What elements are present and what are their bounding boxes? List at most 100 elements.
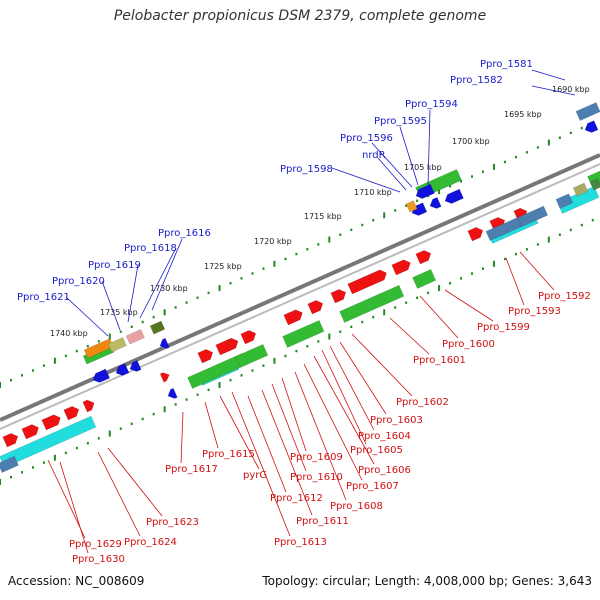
steelblue-gene-block (517, 205, 548, 227)
gene-label-lower: Ppro_1613 (274, 537, 327, 548)
leader-line (127, 264, 139, 323)
leader-line (371, 142, 413, 188)
leader-line (331, 167, 401, 193)
kbp-label: 1710 kbp (354, 188, 392, 197)
kbp-label: 1725 kbp (204, 262, 242, 271)
gene-label-lower: Ppro_1612 (270, 493, 323, 504)
leader-line (419, 295, 459, 339)
forward-gene-arrow (21, 424, 39, 440)
leader-line (231, 391, 291, 537)
gene-label-lower: Ppro_1629 (69, 539, 122, 550)
forward-gene-arrow (63, 406, 80, 421)
leader-line (294, 371, 347, 501)
leader-line (531, 85, 576, 96)
leader-line (151, 238, 183, 311)
leader-line (339, 341, 387, 415)
leader-line (321, 349, 367, 445)
leader-line (329, 345, 375, 431)
topology-text: Topology: circular; Length: 4,008,000 bp… (262, 574, 592, 588)
reverse-gene-arrow (92, 368, 110, 383)
gene-label-upper: Ppro_1621 (17, 292, 70, 303)
gene-label-upper: Ppro_1596 (340, 133, 393, 144)
steelblue-gene-block (0, 455, 19, 473)
gene-label-lower: Ppro_1601 (413, 355, 466, 366)
forward-gene-arrow (307, 300, 324, 315)
kbp-label: 1705 kbp (404, 163, 442, 172)
gene-label-lower: Ppro_1617 (165, 464, 218, 475)
forward-gene-arrow (283, 309, 303, 326)
gene-label-lower: Ppro_1593 (508, 306, 561, 317)
reverse-gene-arrow (159, 337, 170, 349)
reverse-gene-arrow (444, 188, 464, 204)
forward-gene-arrow (82, 399, 95, 413)
kbp-label: 1695 kbp (504, 110, 542, 119)
leader-line (519, 251, 555, 291)
leader-line (444, 289, 494, 322)
accession-text: Accession: NC_008609 (8, 574, 145, 588)
genome-backbone (0, 153, 600, 430)
misc-gene-block (572, 182, 589, 197)
leader-line (204, 401, 219, 449)
lower-gene-labels: Ppro_1592 Ppro_1593 Ppro_1599 Ppro_1600 Ppro… (69, 291, 591, 565)
gene-label-lower: Ppro_1602 (396, 397, 449, 408)
kbp-scale-labels: 1690 kbp 1695 kbp 1700 kbp 1705 kbp 1710 kbp… (50, 85, 590, 338)
gene-label-upper: Ppro_1619 (88, 260, 141, 271)
gene-label-lower: Ppro_1607 (346, 481, 399, 492)
gene-label-lower: Ppro_1604 (358, 431, 411, 442)
green-gene-block (339, 284, 405, 323)
forward-gene-arrow (41, 414, 61, 431)
gene-label-upper: Ppro_1595 (374, 116, 427, 127)
reverse-gene-arrow (415, 183, 435, 199)
leader-line (107, 447, 163, 517)
leader-line (271, 383, 307, 472)
leader-line (101, 280, 121, 331)
kbp-label: 1715 kbp (304, 212, 342, 221)
gene-label-lower: Ppro_1630 (72, 554, 125, 565)
gene-label-lower: Ppro_1599 (477, 322, 530, 333)
forward-gene-arrow (215, 337, 239, 356)
reverse-gene-arrow (429, 197, 442, 209)
kbp-label: 1690 kbp (552, 85, 590, 94)
forward-gene-arrow (347, 269, 387, 295)
leader-line (281, 377, 307, 452)
gene-label-lower: Ppro_1592 (538, 291, 591, 302)
leader-line (247, 395, 287, 493)
leader-line (180, 411, 184, 464)
gene-label-lower: Ppro_1611 (296, 516, 349, 527)
gene-label-lower: Ppro_1609 (290, 452, 343, 463)
gene-label-lower: Ppro_1610 (290, 472, 343, 483)
gene-label-lower: Ppro_1600 (442, 339, 495, 350)
leader-line (303, 363, 363, 481)
backbone-shadow (0, 163, 600, 430)
gene-label-lower: Ppro_1624 (124, 537, 177, 548)
forward-gene-arrow (240, 330, 257, 345)
gene-label-lower: Ppro_1605 (350, 445, 403, 456)
misc-gene-block (405, 200, 418, 213)
gene-label-upper: Ppro_1618 (124, 243, 177, 254)
backbone-line (0, 153, 600, 422)
misc-gene-block (125, 329, 145, 345)
leader-line (59, 461, 89, 554)
kbp-label: 1735 kbp (100, 308, 138, 317)
gene-label-lower: Ppro_1623 (146, 517, 199, 528)
leader-line (389, 317, 430, 355)
gene-tracks (0, 102, 600, 473)
kbp-label: 1700 kbp (452, 137, 490, 146)
gene-label-upper: Ppro_1581 (480, 59, 533, 70)
leader-line (261, 389, 313, 516)
green-gene-block (282, 320, 325, 348)
dotted-scale-lines (0, 121, 594, 485)
gene-label-lower: Ppro_1603 (370, 415, 423, 426)
gene-label-lower: Ppro_1608 (330, 501, 383, 512)
gene-label-upper: Ppro_1594 (405, 99, 458, 110)
gene-label-lower: Ppro_1606 (358, 465, 411, 476)
gene-label-upper: Ppro_1616 (158, 228, 211, 239)
gene-label-upper: nrdR (362, 150, 386, 161)
green-gene-block (235, 344, 269, 368)
gene-label-upper: Ppro_1582 (450, 75, 503, 86)
forward-gene-arrow (415, 250, 432, 265)
kbp-label: 1730 kbp (150, 284, 188, 293)
green-gene-block (412, 269, 437, 289)
forward-gene-arrow (197, 349, 214, 364)
